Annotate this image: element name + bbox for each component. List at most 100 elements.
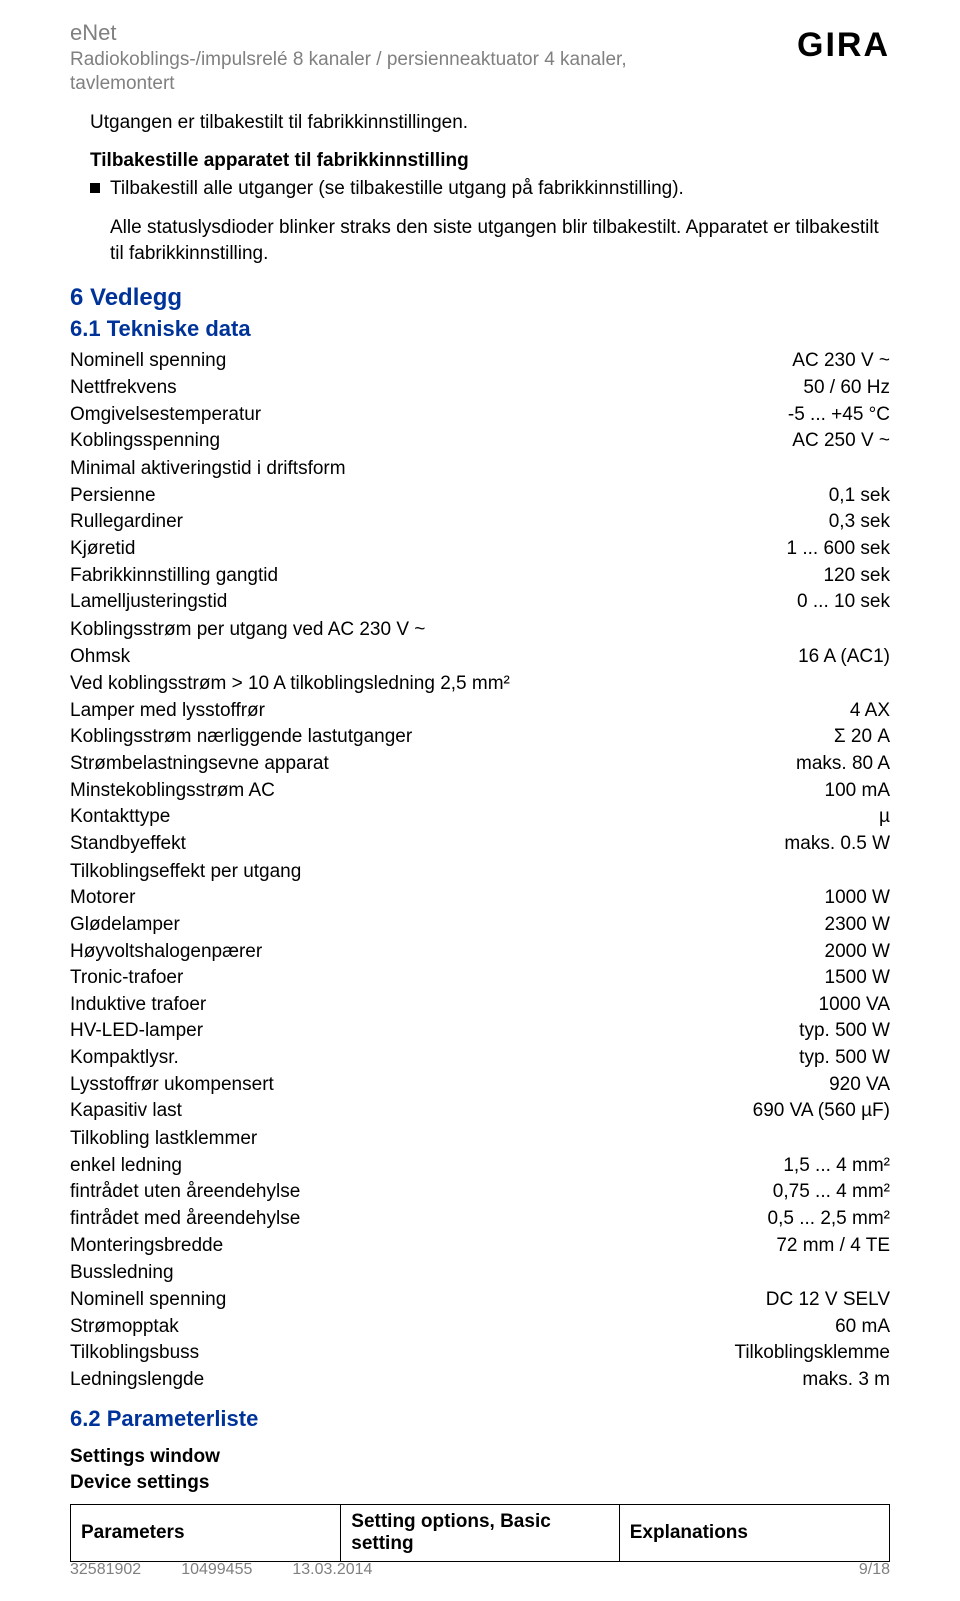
- spec-value: 1000 W: [805, 885, 890, 911]
- spec-row: Tronic-trafoer1500 W: [70, 965, 890, 991]
- spec-list: Nominell spenningAC 230 V ~Nettfrekvens5…: [70, 348, 890, 1392]
- footer-id1: 32581902: [70, 1561, 141, 1579]
- spec-label: Høyvoltshalogenpærer: [70, 939, 262, 965]
- spec-label: Tilkobling lastklemmer: [70, 1126, 257, 1152]
- bullet-item: Tilbakestill alle utganger (se tilbakest…: [90, 176, 890, 202]
- spec-value: 0,75 ... 4 mm²: [753, 1179, 890, 1205]
- spec-label: enkel ledning: [70, 1153, 182, 1179]
- spec-label: Kompaktlysr.: [70, 1045, 179, 1071]
- spec-row: Motorer 1000 W: [70, 885, 890, 911]
- spec-row: Persienne 0,1 sek: [70, 483, 890, 509]
- spec-row: Monteringsbredde 72 mm / 4 TE: [70, 1233, 890, 1259]
- spec-row: fintrådet uten åreendehylse 0,75 ... 4 mm…: [70, 1179, 890, 1205]
- spec-label: Kapasitiv last: [70, 1098, 182, 1124]
- spec-value: 1000 VA: [799, 992, 890, 1018]
- spec-row: Ohmsk16 A (AC1): [70, 644, 890, 670]
- spec-label: Persienne: [70, 483, 156, 509]
- spec-value: [870, 1260, 890, 1286]
- header-subtitle: Radiokoblings-/impulsrelé 8 kanaler / pe…: [70, 48, 710, 96]
- spec-row: Kompaktlysr.typ. 500 W: [70, 1045, 890, 1071]
- spec-row: Koblingsstrøm nærliggende lastutgangerΣ …: [70, 724, 890, 750]
- spec-value: 100 mA: [805, 778, 890, 804]
- spec-label: Minstekoblingsstrøm AC: [70, 778, 275, 804]
- footer-id2: 10499455: [181, 1561, 252, 1579]
- spec-value: 4 AX: [830, 698, 890, 724]
- spec-row: Tilkoblingsbuss Tilkoblingsklemme: [70, 1340, 890, 1366]
- device-settings-label: Device settings: [70, 1472, 890, 1494]
- heading-vedlegg: 6 Vedlegg: [70, 284, 890, 312]
- spec-value: 0 ... 10 sek: [777, 589, 890, 615]
- spec-label: Nominell spenning: [70, 1287, 226, 1313]
- spec-value: Tilkoblingsklemme: [714, 1340, 890, 1366]
- spec-label: Tronic-trafoer: [70, 965, 183, 991]
- spec-row: Bussledning: [70, 1260, 890, 1286]
- bullet-text: Tilbakestill alle utganger (se tilbakest…: [110, 176, 684, 202]
- col-setting-options: Setting options, Basic setting: [341, 1505, 619, 1562]
- document-header: eNet Radiokoblings-/impulsrelé 8 kanaler…: [70, 20, 890, 96]
- spec-label: Fabrikkinnstilling gangtid: [70, 563, 278, 589]
- page-footer: 32581902 10499455 13.03.2014 9/18: [70, 1561, 890, 1579]
- spec-row: Rullegardiner0,3 sek: [70, 509, 890, 535]
- spec-label: Nominell spenning: [70, 348, 226, 374]
- spec-row: Lamelljusteringstid 0 ... 10 sek: [70, 589, 890, 615]
- spec-value: typ. 500 W: [779, 1018, 890, 1044]
- header-title: eNet: [70, 20, 710, 46]
- spec-value: maks. 80 A: [776, 751, 890, 777]
- spec-row: Nettfrekvens 50 / 60 Hz: [70, 375, 890, 401]
- footer-date: 13.03.2014: [292, 1561, 372, 1579]
- spec-value: 1 ... 600 sek: [766, 536, 890, 562]
- spec-row: Omgivelsestemperatur -5 ... +45 °C: [70, 402, 890, 428]
- spec-row: fintrådet med åreendehylse0,5 ... 2,5 mm…: [70, 1206, 890, 1232]
- spec-value: [870, 617, 890, 643]
- spec-label: Tilkoblingseffekt per utgang: [70, 859, 301, 885]
- parameters-table: Parameters Setting options, Basic settin…: [70, 1504, 890, 1562]
- spec-label: fintrådet uten åreendehylse: [70, 1179, 300, 1205]
- spec-row: enkel ledning1,5 ... 4 mm²: [70, 1153, 890, 1179]
- spec-label: Nettfrekvens: [70, 375, 177, 401]
- spec-label: Kjøretid: [70, 536, 135, 562]
- spec-value: -5 ... +45 °C: [768, 402, 890, 428]
- spec-label: Tilkoblingsbuss: [70, 1340, 199, 1366]
- spec-row: Ved koblingsstrøm > 10 A tilkoblingsledn…: [70, 671, 890, 697]
- spec-value: 16 A (AC1): [778, 644, 890, 670]
- spec-label: Minimal aktiveringstid i driftsform: [70, 456, 346, 482]
- spec-row: KoblingsspenningAC 250 V ~: [70, 428, 890, 454]
- spec-label: Glødelamper: [70, 912, 180, 938]
- spec-label: Kontakttype: [70, 804, 170, 830]
- spec-label: Monteringsbredde: [70, 1233, 223, 1259]
- spec-row: Lamper med lysstoffrør 4 AX: [70, 698, 890, 724]
- spec-row: Minstekoblingsstrøm AC 100 mA: [70, 778, 890, 804]
- spec-label: Ledningslengde: [70, 1367, 204, 1393]
- spec-label: Motorer: [70, 885, 135, 911]
- settings-window-label: Settings window: [70, 1446, 890, 1468]
- spec-label: Bussledning: [70, 1260, 174, 1286]
- intro-line: Utgangen er tilbakestilt til fabrikkinns…: [90, 110, 890, 136]
- spec-label: Lamelljusteringstid: [70, 589, 227, 615]
- spec-value: maks. 0.5 W: [764, 831, 890, 857]
- spec-value: maks. 3 m: [782, 1367, 890, 1393]
- spec-row: Induktive trafoer 1000 VA: [70, 992, 890, 1018]
- spec-value: 0,1 sek: [809, 483, 890, 509]
- spec-value: DC 12 V SELV: [746, 1287, 890, 1313]
- spec-value: 72 mm / 4 TE: [756, 1233, 890, 1259]
- spec-value: 690 VA (560 µF): [733, 1098, 890, 1124]
- spec-label: Omgivelsestemperatur: [70, 402, 261, 428]
- spec-row: Strømbelastningsevne apparatmaks. 80 A: [70, 751, 890, 777]
- spec-value: [870, 456, 890, 482]
- spec-row: Tilkoblingseffekt per utgang: [70, 859, 890, 885]
- spec-row: Fabrikkinnstilling gangtid120 sek: [70, 563, 890, 589]
- spec-label: Koblingsstrøm nærliggende lastutganger: [70, 724, 412, 750]
- spec-label: Rullegardiner: [70, 509, 183, 535]
- spec-label: Koblingsspenning: [70, 428, 220, 454]
- spec-row: Tilkobling lastklemmer: [70, 1126, 890, 1152]
- spec-row: HV-LED-lampertyp. 500 W: [70, 1018, 890, 1044]
- spec-value: 50 / 60 Hz: [783, 375, 890, 401]
- gira-logo: GIRA: [797, 20, 890, 65]
- spec-row: Ledningslengde maks. 3 m: [70, 1367, 890, 1393]
- spec-row: Minimal aktiveringstid i driftsform: [70, 456, 890, 482]
- spec-value: 0,5 ... 2,5 mm²: [748, 1206, 890, 1232]
- spec-label: Lamper med lysstoffrør: [70, 698, 265, 724]
- spec-row: Strømopptak60 mA: [70, 1314, 890, 1340]
- spec-label: Induktive trafoer: [70, 992, 206, 1018]
- spec-label: Ved koblingsstrøm > 10 A tilkoblingsledn…: [70, 671, 510, 697]
